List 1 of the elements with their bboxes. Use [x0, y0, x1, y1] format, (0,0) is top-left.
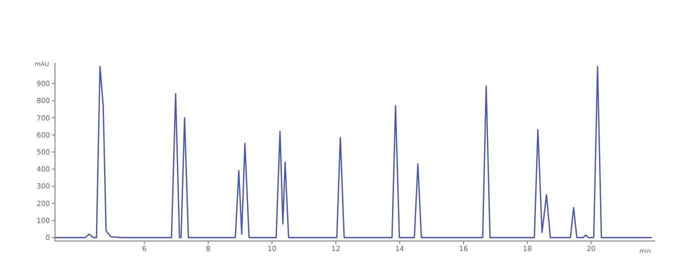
line-series: [55, 66, 652, 238]
